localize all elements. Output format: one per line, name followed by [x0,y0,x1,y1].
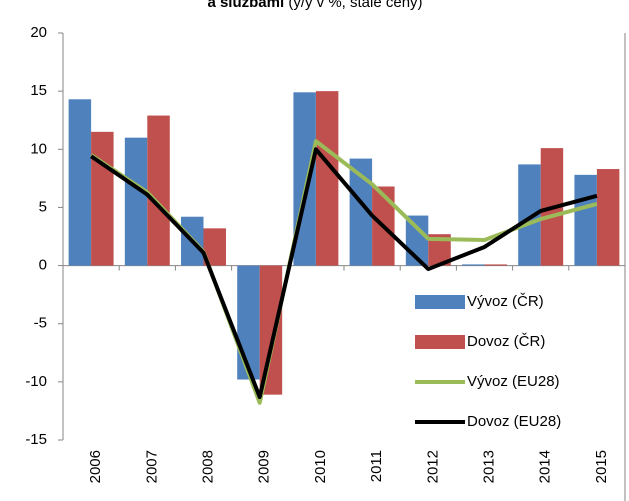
x-tick-label: 2014 [537,450,554,483]
bar [349,158,373,266]
x-tick-label: 2007 [143,450,160,483]
x-tick-label: 2010 [312,450,329,483]
bar [462,264,485,266]
bar [484,264,507,266]
legend-label: Dovoz (EU28) [467,413,561,430]
y-tick-label: -10 [25,373,47,390]
y-tick-label: 0 [39,257,47,274]
bar [518,164,541,266]
bar [91,131,114,266]
x-tick-label: 2011 [368,450,385,482]
x-tick-label: 2013 [480,450,497,483]
chart-title: a službami (y/y v %, stálé ceny) [207,0,422,11]
title: a službami [207,0,284,11]
y-tick-label: 15 [30,82,47,99]
bar [147,115,170,266]
subtitle: (y/y v %, stálé ceny) [288,0,422,11]
x-tick-label: 2008 [199,450,216,483]
x-tick-label: 2009 [256,450,273,483]
bar [428,234,451,266]
bar [315,91,339,266]
x-tick-label: 2012 [424,450,441,483]
legend-label: Dovoz (ČR) [467,333,545,350]
bar [574,174,597,266]
bar [68,99,92,266]
legend-swatch [415,335,465,349]
y-tick-label: 5 [39,198,47,215]
x-tick-label: 2015 [593,450,610,483]
legend-label: Vývoz (EU28) [467,373,560,390]
x-tick-label: 2006 [87,450,104,483]
bar [259,265,283,395]
y-tick-label: 10 [30,140,47,157]
bar [237,265,260,380]
legend-label: Vývoz (ČR) [467,293,544,310]
line [89,147,598,399]
bar [124,137,148,266]
legend-swatch [415,295,465,309]
y-tick-label: -5 [34,315,47,332]
y-tick-label: 20 [30,24,47,41]
bar [203,228,226,266]
y-tick-label: -15 [25,431,47,448]
bar [596,169,620,266]
